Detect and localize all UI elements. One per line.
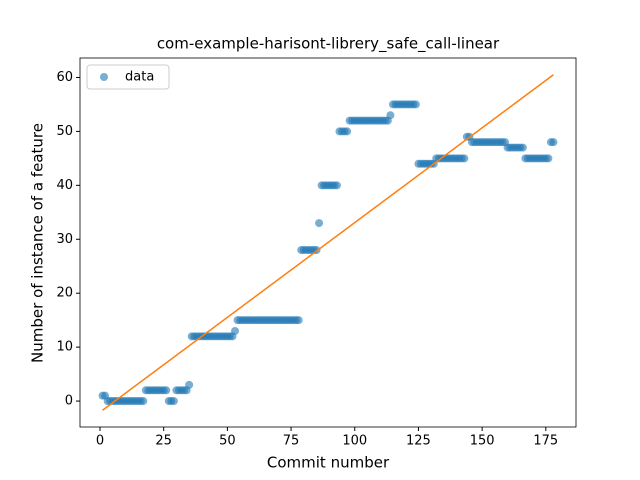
x-tick-label: 175 [533, 434, 558, 449]
data-point [411, 100, 420, 109]
x-axis-label: Commit number [267, 454, 390, 472]
y-tick-label: 50 [56, 124, 73, 139]
data-point [139, 397, 148, 406]
y-tick-label: 10 [56, 340, 73, 355]
legend-label: data [125, 70, 154, 85]
y-tick-label: 60 [56, 70, 73, 85]
legend-marker [100, 73, 108, 81]
y-tick-label: 30 [56, 232, 73, 247]
x-tick-label: 75 [283, 434, 300, 449]
y-tick-label: 20 [56, 286, 73, 301]
x-tick-label: 0 [96, 434, 104, 449]
chart-title: com-example-harisont-librery_safe_call-l… [157, 35, 500, 54]
x-tick-label: 150 [470, 434, 495, 449]
data-point [315, 219, 324, 228]
fit-line [102, 74, 554, 411]
data-point [460, 154, 469, 163]
plot-frame [79, 57, 577, 428]
x-tick-label: 125 [406, 434, 431, 449]
y-axis-label: Number of instance of a feature [29, 123, 47, 363]
data-point [169, 397, 178, 406]
data-point [386, 111, 395, 120]
data-point [162, 386, 171, 395]
data-point [294, 316, 303, 325]
y-tick-label: 0 [65, 394, 73, 409]
data-point [518, 143, 527, 152]
data-point [343, 127, 352, 136]
data-point [549, 138, 558, 147]
x-tick-label: 25 [155, 434, 172, 449]
data-point [231, 326, 240, 335]
legend-box [86, 64, 170, 90]
data-point [332, 181, 341, 190]
x-tick-label: 100 [342, 434, 367, 449]
data-point [185, 380, 194, 389]
x-tick-label: 50 [219, 434, 236, 449]
y-tick-label: 40 [56, 178, 73, 193]
data-point [544, 154, 553, 163]
